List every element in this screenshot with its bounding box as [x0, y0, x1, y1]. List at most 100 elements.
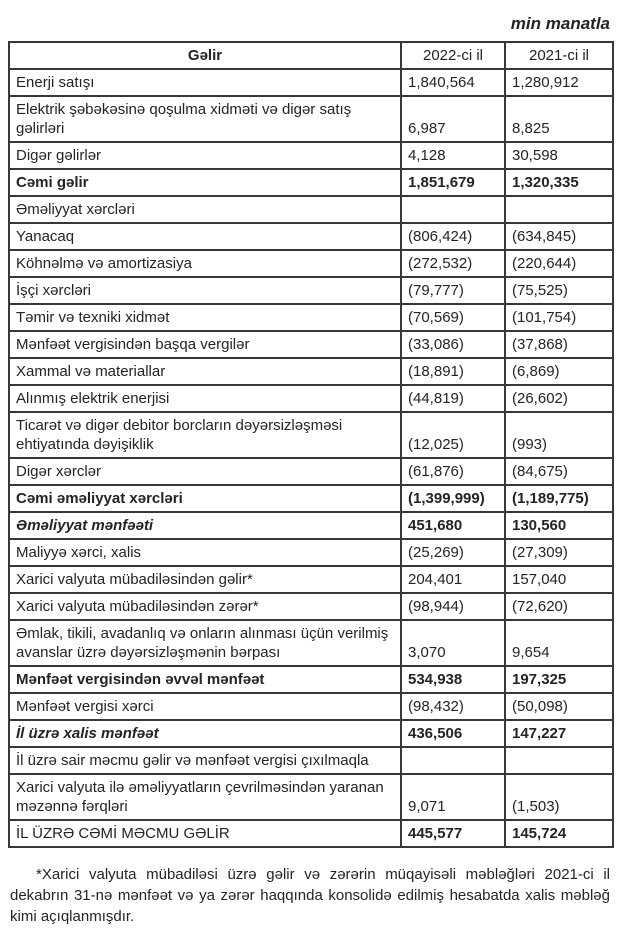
value-2021: 145,724	[504, 819, 614, 848]
table-row: Təmir və texniki xidmət (70,569) (101,754)	[8, 303, 614, 332]
value-2021: (37,868)	[504, 330, 614, 359]
row-label: İL ÜZRƏ CƏMİ MƏCMU GƏLİR	[8, 819, 402, 848]
table-row: Xarici valyuta ilə əməliyyatların çevril…	[8, 773, 614, 821]
table-row: Köhnəlmə və amortizasiya (272,532) (220,64…	[8, 249, 614, 278]
value-2022: (98,432)	[400, 692, 506, 721]
row-label: Ticarət və digər debitor borcların dəyər…	[8, 411, 402, 459]
value-2022: (272,532)	[400, 249, 506, 278]
table-row: Xarici valyuta mübadiləsindən zərər* (98,…	[8, 592, 614, 621]
value-2021: 130,560	[504, 511, 614, 540]
row-label: Əməliyyat mənfəəti	[8, 511, 402, 540]
value-2022: (18,891)	[400, 357, 506, 386]
value-2022: 4,128	[400, 141, 506, 170]
table-row: Yanacaq (806,424) (634,845)	[8, 222, 614, 251]
value-2022: 451,680	[400, 511, 506, 540]
row-label: Əməliyyat xərcləri	[8, 195, 402, 224]
value-2021: (75,525)	[504, 276, 614, 305]
column-header-gelir: Gəlir	[8, 41, 402, 70]
value-2022: 445,577	[400, 819, 506, 848]
row-label: Mənfəət vergisindən əvvəl mənfəət	[8, 665, 402, 694]
value-2021: (6,869)	[504, 357, 614, 386]
table-row: İL ÜZRƏ CƏMİ MƏCMU GƏLİR 445,577 145,724	[8, 819, 614, 848]
table-row: Elektrik şəbəkəsinə qoşulma xidməti və d…	[8, 95, 614, 143]
value-2021: 147,227	[504, 719, 614, 748]
table-body: Enerji satışı 1,840,564 1,280,912 Elektrik …	[8, 68, 614, 848]
value-2021: (101,754)	[504, 303, 614, 332]
value-2022: (61,876)	[400, 457, 506, 486]
row-label: Xammal və materiallar	[8, 357, 402, 386]
value-2021: (50,098)	[504, 692, 614, 721]
value-2021: 1,280,912	[504, 68, 614, 97]
value-2022: 204,401	[400, 565, 506, 594]
value-2021: (1,503)	[504, 773, 614, 821]
row-label: Cəmi əməliyyat xərcləri	[8, 484, 402, 513]
value-2021: 197,325	[504, 665, 614, 694]
row-label: Mənfəət vergisi xərci	[8, 692, 402, 721]
income-statement-table: Gəlir 2022-ci il 2021-ci il Enerji satış…	[8, 41, 614, 848]
row-label: İşçi xərcləri	[8, 276, 402, 305]
column-header-2021: 2021-ci il	[504, 41, 614, 70]
value-2022	[400, 195, 506, 224]
row-label: Mənfəət vergisindən başqa vergilər	[8, 330, 402, 359]
table-row: Alınmış elektrik enerjisi (44,819) (26,602…	[8, 384, 614, 413]
table-row: Maliyyə xərci, xalis (25,269) (27,309)	[8, 538, 614, 567]
table-header-row: Gəlir 2022-ci il 2021-ci il	[8, 41, 614, 70]
row-label: Köhnəlmə və amortizasiya	[8, 249, 402, 278]
table-row: Əməliyyat xərcləri	[8, 195, 614, 224]
value-2021: 1,320,335	[504, 168, 614, 197]
value-2022: (1,399,999)	[400, 484, 506, 513]
value-2022: (33,086)	[400, 330, 506, 359]
table-row: Cəmi gəlir 1,851,679 1,320,335	[8, 168, 614, 197]
row-label: İl üzrə xalis mənfəət	[8, 719, 402, 748]
value-2022: 3,070	[400, 619, 506, 667]
value-2022: (98,944)	[400, 592, 506, 621]
table-row: İl üzrə sair məcmu gəlir və mənfəət verg…	[8, 746, 614, 775]
table-row: Xammal və materiallar (18,891) (6,869)	[8, 357, 614, 386]
table-row: İl üzrə xalis mənfəət 436,506 147,227	[8, 719, 614, 748]
row-label: Xarici valyuta ilə əməliyyatların çevril…	[8, 773, 402, 821]
value-2022: 436,506	[400, 719, 506, 748]
value-2021	[504, 746, 614, 775]
value-2021: (1,189,775)	[504, 484, 614, 513]
value-2021: 157,040	[504, 565, 614, 594]
row-label: Maliyyə xərci, xalis	[8, 538, 402, 567]
row-label: Digər xərclər	[8, 457, 402, 486]
table-row: Ticarət və digər debitor borcların dəyər…	[8, 411, 614, 459]
table-row: Cəmi əməliyyat xərcləri (1,399,999) (1,189…	[8, 484, 614, 513]
value-2021: (220,644)	[504, 249, 614, 278]
value-2022: 534,938	[400, 665, 506, 694]
value-2021: (27,309)	[504, 538, 614, 567]
value-2022: 1,840,564	[400, 68, 506, 97]
row-label: Enerji satışı	[8, 68, 402, 97]
value-2022: (44,819)	[400, 384, 506, 413]
table-row: Əməliyyat mənfəəti 451,680 130,560	[8, 511, 614, 540]
value-2022	[400, 746, 506, 775]
value-2021: (634,845)	[504, 222, 614, 251]
row-label: Əmlak, tikili, avadanlıq və onların alın…	[8, 619, 402, 667]
row-label: Xarici valyuta mübadiləsindən zərər*	[8, 592, 402, 621]
table-row: Digər gəlirlər 4,128 30,598	[8, 141, 614, 170]
table-row: Digər xərclər (61,876) (84,675)	[8, 457, 614, 486]
row-label: Digər gəlirlər	[8, 141, 402, 170]
table-row: Mənfəət vergisi xərci (98,432) (50,098)	[8, 692, 614, 721]
table-row: Əmlak, tikili, avadanlıq və onların alın…	[8, 619, 614, 667]
value-2022: 1,851,679	[400, 168, 506, 197]
table-row: Enerji satışı 1,840,564 1,280,912	[8, 68, 614, 97]
units-label: min manatla	[510, 14, 610, 33]
row-label: İl üzrə sair məcmu gəlir və mənfəət verg…	[8, 746, 402, 775]
value-2021: 9,654	[504, 619, 614, 667]
value-2021: (26,602)	[504, 384, 614, 413]
value-2021	[504, 195, 614, 224]
row-label: Yanacaq	[8, 222, 402, 251]
value-2022: (79,777)	[400, 276, 506, 305]
value-2021: 30,598	[504, 141, 614, 170]
table-row: Mənfəət vergisindən başqa vergilər (33,08…	[8, 330, 614, 359]
table-row: İşçi xərcləri (79,777) (75,525)	[8, 276, 614, 305]
column-header-2022: 2022-ci il	[400, 41, 506, 70]
value-2021: (993)	[504, 411, 614, 459]
value-2022: (25,269)	[400, 538, 506, 567]
value-2022: 9,071	[400, 773, 506, 821]
value-2021: (84,675)	[504, 457, 614, 486]
value-2021: 8,825	[504, 95, 614, 143]
